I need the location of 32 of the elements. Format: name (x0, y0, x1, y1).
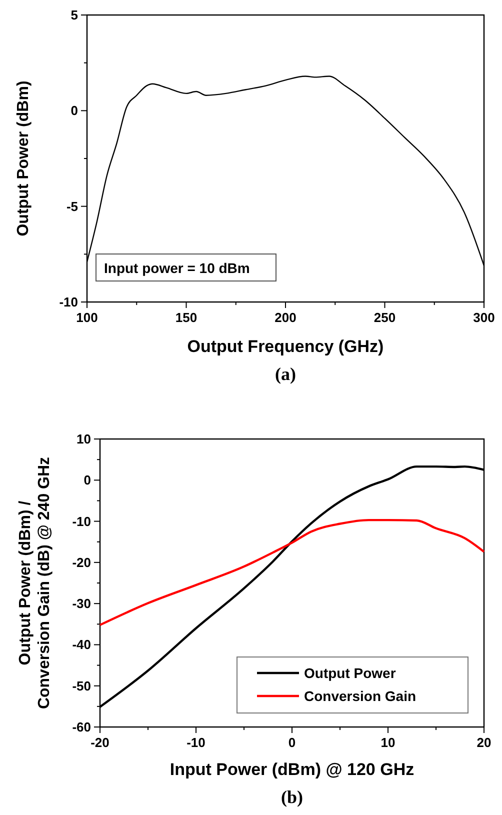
y-tick-label: -30 (72, 596, 91, 612)
y-tick-label: 5 (70, 8, 78, 22)
x-tick-label: -10 (186, 735, 206, 750)
y-tick-label: -50 (72, 678, 91, 694)
x-tick-label: 250 (374, 310, 396, 325)
annotation: Input power = 10 dBm (104, 260, 250, 276)
x-tick-label: 20 (476, 735, 492, 750)
x-tick-label: 200 (274, 310, 296, 325)
x-tick-label: 10 (380, 735, 396, 750)
line-series (98, 518, 486, 626)
y-tick-label: 0 (84, 472, 91, 488)
y-tick-label: -60 (72, 720, 91, 734)
y-tick-label: -40 (72, 637, 91, 652)
y-tick-label: 0 (70, 103, 78, 118)
x-tick-label: 0 (288, 735, 296, 750)
x-tick-label: 100 (76, 310, 98, 325)
text: (b) (281, 787, 304, 807)
x-tick-label: -20 (90, 735, 110, 750)
legend-label: Output Power (304, 665, 396, 681)
x-axis-title: Input Power (dBm) @ 120 GHz (170, 760, 414, 779)
x-tick-label: 300 (473, 310, 495, 325)
text: (a) (275, 364, 296, 384)
y-axis-title: Output Power (dBm) (15, 80, 32, 236)
x-tick-label: 150 (175, 310, 198, 325)
x-axis-title: Output Frequency (GHz) (187, 337, 384, 356)
legend-label: Conversion Gain (304, 688, 416, 704)
y-tick-label: -10 (59, 294, 78, 310)
y-tick-label: -5 (66, 198, 78, 214)
y-tick-label: 10 (76, 432, 91, 446)
y-tick-label: -20 (72, 554, 91, 570)
y-tick-label: -10 (72, 514, 91, 529)
y-axis-title: Output Power (dBm) / Conversion Gain (dB) @ 240 GHz (17, 456, 53, 710)
